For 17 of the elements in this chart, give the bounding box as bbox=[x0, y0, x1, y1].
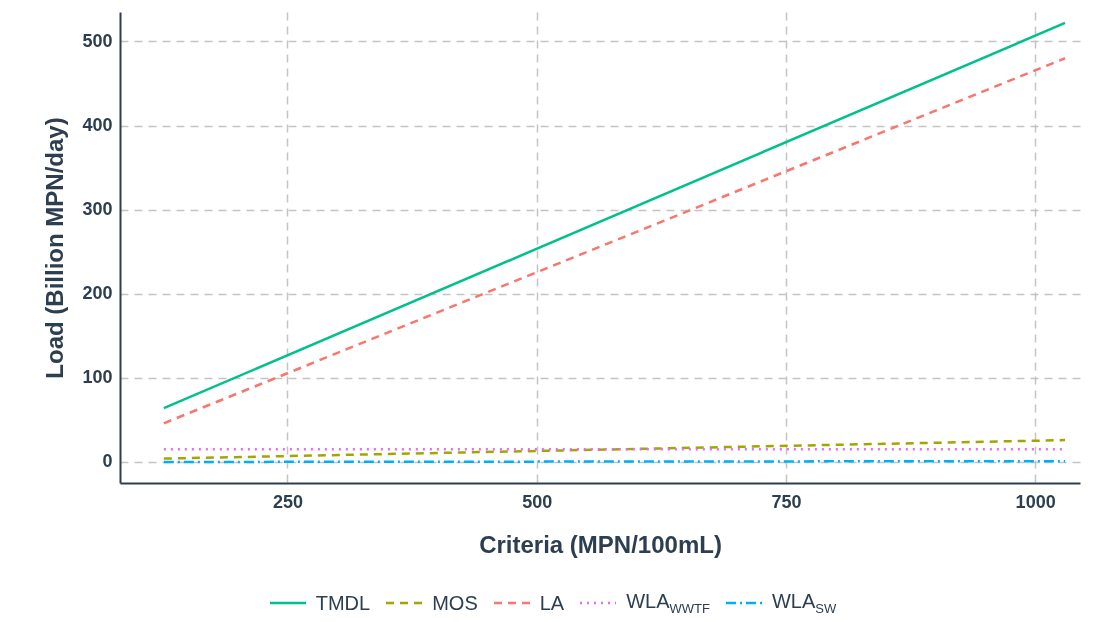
x-tick-label: 750 bbox=[771, 491, 802, 512]
y-tick-label: 400 bbox=[82, 115, 113, 136]
y-tick-label: 200 bbox=[82, 283, 113, 304]
y-axis-title: Load (Billion MPN/day) bbox=[41, 117, 69, 379]
legend-label: WLA$_{WWTF}$ bbox=[626, 590, 710, 616]
legend-label: TMDL bbox=[315, 591, 371, 615]
x-axis-title: Criteria (MPN/100mL) bbox=[479, 530, 722, 558]
y-tick-label: 500 bbox=[82, 30, 113, 51]
y-tick-label: 100 bbox=[82, 367, 113, 388]
legend-label: MOS bbox=[432, 591, 478, 615]
y-tick-label: 0 bbox=[102, 451, 113, 472]
x-tick-label: 250 bbox=[272, 491, 303, 512]
x-tick-label: 1000 bbox=[1015, 491, 1056, 512]
y-tick-label: 300 bbox=[82, 199, 113, 220]
x-tick-label: 500 bbox=[522, 491, 553, 512]
legend-label: WLA$_{SW}$ bbox=[771, 590, 837, 616]
legend-label: LA bbox=[539, 591, 565, 615]
